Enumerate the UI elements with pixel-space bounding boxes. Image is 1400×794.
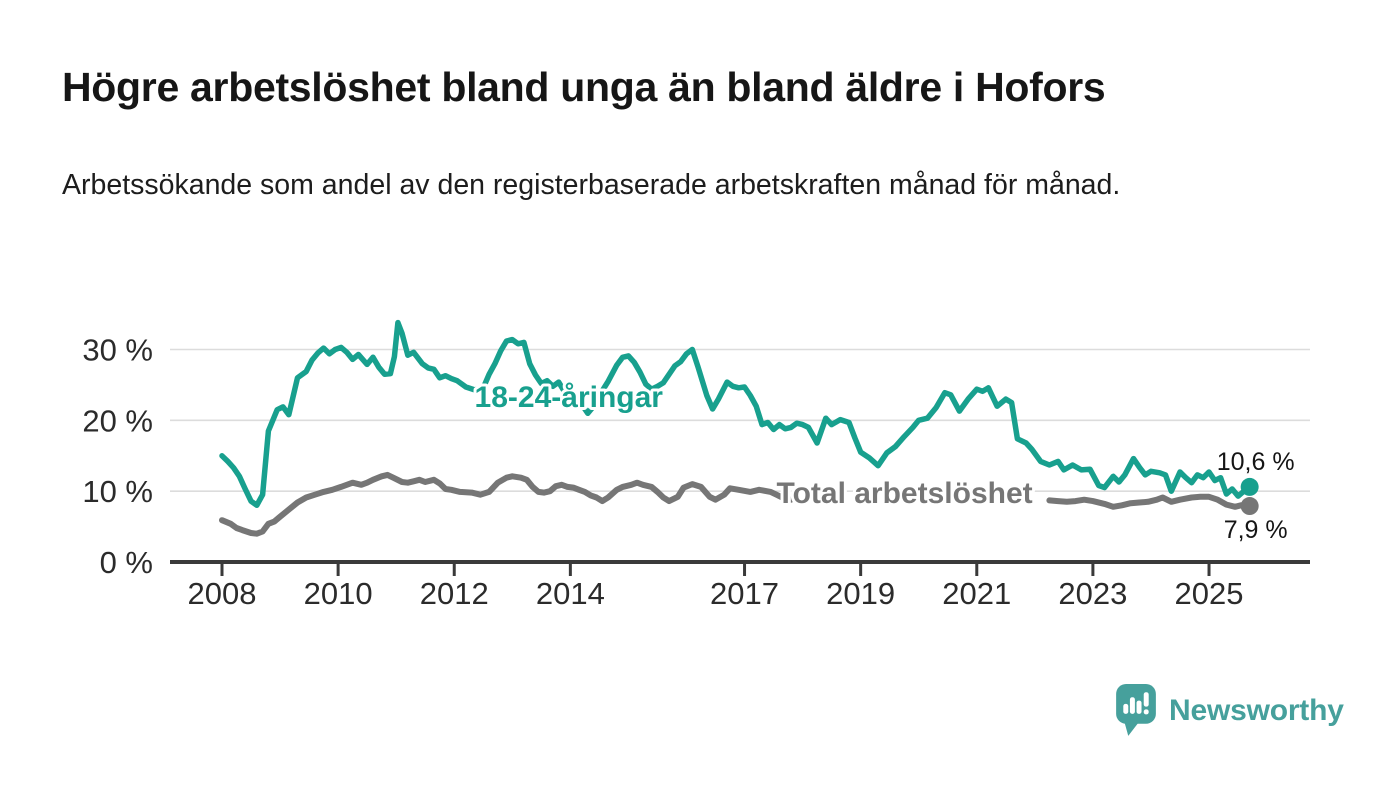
x-axis-label: 2012 bbox=[420, 576, 489, 611]
y-axis-label: 20 % bbox=[82, 403, 153, 438]
x-axis-label: 2014 bbox=[536, 576, 605, 611]
series-line-total bbox=[219, 471, 794, 537]
y-axis-label: 0 % bbox=[100, 545, 153, 580]
y-axis-label: 10 % bbox=[82, 474, 153, 509]
series-line-total bbox=[1046, 493, 1253, 510]
end-dot-total bbox=[1240, 497, 1259, 516]
y-axis-label: 30 % bbox=[82, 333, 153, 368]
chart-subtitle: Arbetssökande som andel av den registerb… bbox=[62, 169, 1121, 201]
x-axis-label: 2010 bbox=[304, 576, 373, 611]
newsworthy-logo-text: Newsworthy bbox=[1169, 693, 1344, 727]
newsworthy-logo-icon bbox=[1116, 684, 1156, 736]
chart-title: Högre arbetslöshet bland unga än bland ä… bbox=[62, 64, 1106, 110]
x-axis-label: 2021 bbox=[942, 576, 1011, 611]
x-axis-label: 2019 bbox=[826, 576, 895, 611]
end-value-label-total: 7,9 % bbox=[1224, 516, 1288, 544]
newsworthy-logo: Newsworthy bbox=[1116, 684, 1344, 737]
series-line-youth bbox=[219, 319, 1253, 509]
x-axis-label: 2017 bbox=[710, 576, 779, 611]
series-label-youth: 18-24-åringar bbox=[475, 381, 664, 414]
x-axis-label: 2023 bbox=[1058, 576, 1127, 611]
x-axis-label: 2008 bbox=[188, 576, 257, 611]
series-label-total: Total arbetslöshet bbox=[776, 477, 1032, 510]
end-dot-youth bbox=[1240, 477, 1259, 496]
end-value-label-youth: 10,6 % bbox=[1217, 448, 1295, 476]
x-axis-label: 2025 bbox=[1175, 576, 1244, 611]
